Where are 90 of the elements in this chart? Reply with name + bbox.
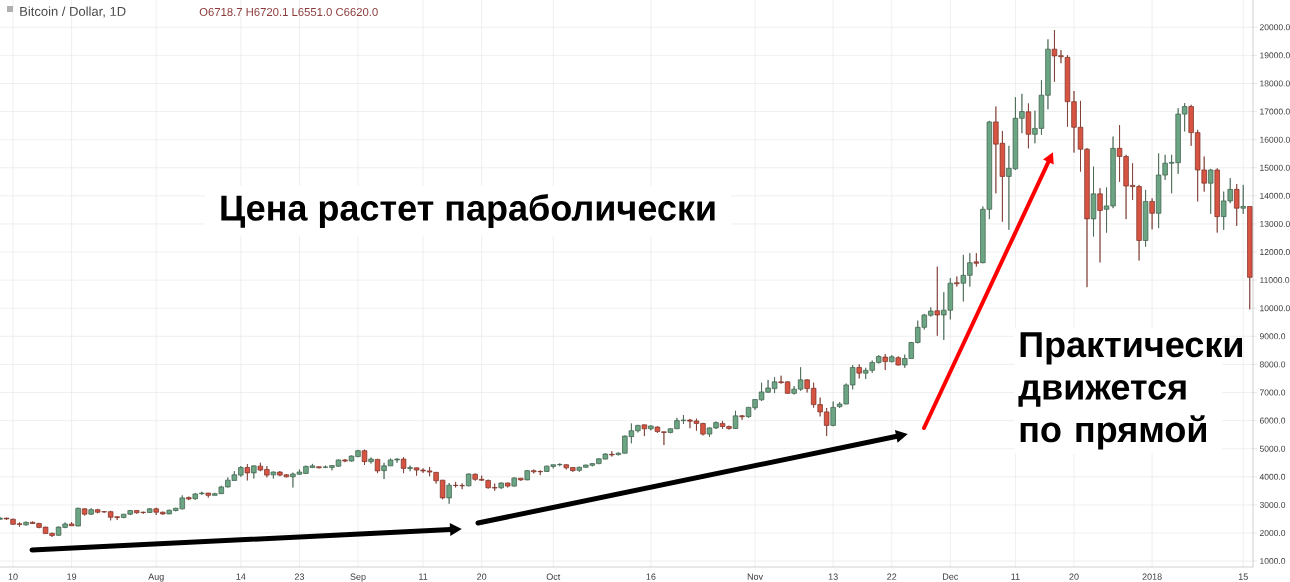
- candlestick: [342, 458, 348, 463]
- y-tick-label: 11000.0: [1260, 277, 1290, 284]
- candlestick: [895, 355, 901, 366]
- candlestick: [205, 492, 211, 498]
- candlestick: [1090, 166, 1097, 237]
- candlestick: [1234, 183, 1240, 227]
- y-tick-label: 18000.0: [1260, 80, 1290, 87]
- chart-title: Bitcoin / Dollar, 1D: [20, 6, 126, 18]
- candlestick: [934, 266, 940, 337]
- x-tick-label: 13: [828, 573, 838, 580]
- candlestick: [511, 477, 517, 487]
- y-tick-label: 20000.0: [1259, 24, 1290, 31]
- candlestick: [446, 482, 452, 505]
- candlestick: [88, 507, 94, 516]
- x-tick-label: 22: [887, 573, 897, 580]
- candlestick: [648, 425, 654, 431]
- y-tick-label: 4000.0: [1259, 473, 1286, 480]
- candlestick: [732, 410, 739, 430]
- x-tick-label: 23: [294, 573, 305, 580]
- candlestick: [1207, 168, 1214, 215]
- text: O6718.7 H6720.1 L6551.0 C6620.0: [199, 7, 378, 16]
- y-tick-label: 16000.0: [1260, 136, 1290, 143]
- x-tick-label: 16: [646, 573, 656, 580]
- annotation: Практически движется по прямой: [1018, 332, 1242, 450]
- x-tick-label: 10: [8, 573, 18, 580]
- candlestick: [361, 449, 368, 466]
- candlestick: [23, 521, 29, 527]
- annotation: Цена растет параболически: [221, 194, 715, 228]
- candlestick: [954, 276, 960, 287]
- y-tick-label: 10000.0: [1260, 305, 1290, 312]
- candlestick: [830, 401, 836, 427]
- candlestick: [186, 496, 192, 501]
- candlestick: [270, 471, 277, 479]
- candlestick: [882, 353, 888, 371]
- y-tick-label: 1000.0: [1260, 558, 1286, 565]
- y-tick-label: 7000.0: [1259, 389, 1286, 396]
- y-tick-label: 17000.0: [1260, 108, 1290, 115]
- candlestick: [75, 507, 81, 527]
- y-tick-label: 8000.0: [1259, 361, 1286, 368]
- candlestick: [1149, 198, 1155, 230]
- candlestick: [244, 463, 251, 481]
- y-tick-label: 6000.0: [1259, 417, 1286, 424]
- candlestick: [505, 482, 511, 488]
- x-tick-label: Aug: [148, 573, 164, 582]
- y-tick-label: 5000.0: [1259, 445, 1286, 452]
- x-tick-label: 15: [1238, 573, 1248, 580]
- candlestick: [407, 465, 413, 472]
- y-tick-label: 14000.0: [1260, 192, 1290, 199]
- y-tick-label: 15000.0: [1260, 164, 1290, 171]
- x-tick-label: Nov: [747, 573, 764, 580]
- x-tick-label: 11: [419, 573, 428, 580]
- x-tick-label: 2018: [1142, 573, 1162, 580]
- y-tick-label: 3000.0: [1259, 501, 1286, 508]
- candlestick: [518, 477, 524, 482]
- y-tick-label: 13000.0: [1260, 220, 1290, 227]
- candlestick: [1142, 189, 1149, 248]
- candlestick: [1247, 206, 1253, 310]
- candlestick: [465, 473, 472, 487]
- candlestick: [251, 465, 257, 479]
- candlestick: [524, 469, 530, 481]
- candlestick: [1097, 187, 1103, 263]
- candlestick: [81, 507, 88, 516]
- candlestick: [1240, 184, 1246, 215]
- candlestick: [856, 364, 862, 379]
- x-tick-label: Dec: [943, 573, 959, 580]
- x-tick-label: 20: [477, 573, 487, 580]
- candlestick: [889, 354, 895, 363]
- candlestick: [973, 252, 980, 267]
- candlestick: [68, 521, 75, 527]
- candlestick: [498, 482, 504, 490]
- candlestick: [739, 414, 745, 421]
- candlestick: [609, 450, 615, 457]
- y-tick-label: 2000.0: [1259, 529, 1286, 537]
- candlestick: [147, 507, 153, 514]
- y-tick-label: 19000.0: [1260, 52, 1290, 59]
- candlestick: [1025, 103, 1032, 149]
- x-tick-label: Sep: [350, 573, 366, 582]
- candlestick: [316, 466, 322, 469]
- candlestick: [368, 457, 374, 464]
- x-tick-label: 19: [67, 573, 77, 580]
- x-tick-label: 14: [236, 573, 246, 580]
- x-tick-label: Oct: [546, 573, 561, 580]
- y-tick-label: 12000.0: [1260, 249, 1290, 256]
- x-tick-label: 11: [1011, 573, 1020, 580]
- y-tick-label: 9000.0: [1259, 333, 1286, 340]
- candlestick: [1214, 167, 1220, 233]
- candlestick: [641, 424, 648, 437]
- x-tick-label: 20: [1069, 573, 1079, 580]
- candlestick: [374, 458, 381, 474]
- candlestick: [400, 456, 407, 474]
